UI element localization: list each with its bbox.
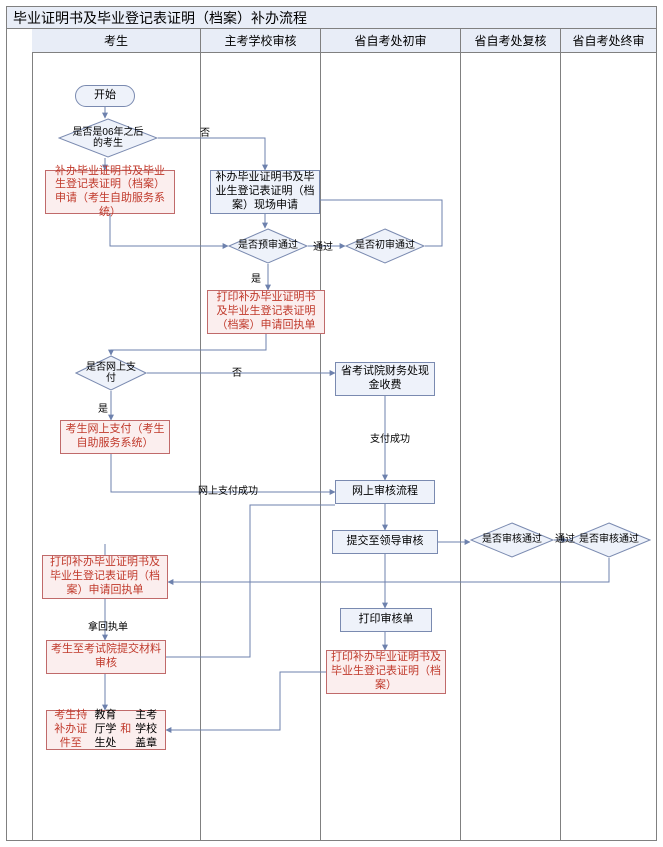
edge-label-l_no2: 否 xyxy=(232,364,242,379)
diamond-d_prelim: 是否预审通过 xyxy=(228,228,308,264)
diamond-label-d_first: 是否初审通过 xyxy=(345,228,425,264)
node-n_print1: 打印补办毕业证明书及毕业生登记表证明（档案）申请回执单 xyxy=(207,290,325,334)
edge-label-l_paysucc: 支付成功 xyxy=(370,430,410,445)
node-start: 开始 xyxy=(75,85,135,107)
diamond-d_online: 是否网上支付 xyxy=(75,355,147,391)
edge-label-l_take: 拿回执单 xyxy=(88,618,128,633)
node-n_submit: 提交至领导审核 xyxy=(332,530,438,554)
edge-label-l_yes1: 是 xyxy=(251,270,261,285)
edge-label-l_pass: 通过 xyxy=(313,238,333,253)
node-n_apply_self: 补办毕业证明书及毕业生登记表证明（档案）申请（考生自助服务系统） xyxy=(45,170,175,214)
diamond-label-d_online: 是否网上支付 xyxy=(75,355,147,391)
node-n_stamp: 考生持补办证件至教育厅学生处和主考学校盖章 xyxy=(46,710,166,750)
node-n_prtaudit: 打印审核单 xyxy=(340,608,432,632)
diamond-label-d_prelim: 是否预审通过 xyxy=(228,228,308,264)
node-n_print2: 打印补办毕业证明书及毕业生登记表证明（档案）申请回执单 xyxy=(42,555,168,599)
node-n_submitmat: 考生至考试院提交材料审核 xyxy=(46,640,166,674)
node-n_apply_site: 补办毕业证明书及毕业生登记表证明（档案）现场申请 xyxy=(210,170,320,214)
diamond-d_first: 是否初审通过 xyxy=(345,228,425,264)
diamond-label-d_is06: 是否是06年之后的考生 xyxy=(58,118,158,158)
node-n_webflow: 网上审核流程 xyxy=(335,480,435,504)
node-n_print3: 打印补办毕业证明书及毕业生登记表证明（档案） xyxy=(326,650,446,694)
edge-label-l_pass2: 通过 xyxy=(555,530,575,545)
node-n_pay: 考生网上支付（考生自助服务系统） xyxy=(60,420,170,454)
diamond-d_final: 是否审核通过 xyxy=(567,522,651,558)
edge-label-l_no1: 否 xyxy=(200,124,210,139)
diamond-d_rev: 是否审核通过 xyxy=(470,522,554,558)
edge-label-l_yes2: 是 xyxy=(98,400,108,415)
diamond-d_is06: 是否是06年之后的考生 xyxy=(58,118,158,158)
flowchart-page: 毕业证明书及毕业登记表证明（档案）补办流程 考生主考学校审核省自考处初审省自考处… xyxy=(0,0,663,847)
node-n_cash: 省考试院财务处现金收费 xyxy=(335,362,435,396)
diamond-label-d_rev: 是否审核通过 xyxy=(470,522,554,558)
diamond-label-d_final: 是否审核通过 xyxy=(567,522,651,558)
edge-label-l_wpay: 网上支付成功 xyxy=(198,482,258,497)
